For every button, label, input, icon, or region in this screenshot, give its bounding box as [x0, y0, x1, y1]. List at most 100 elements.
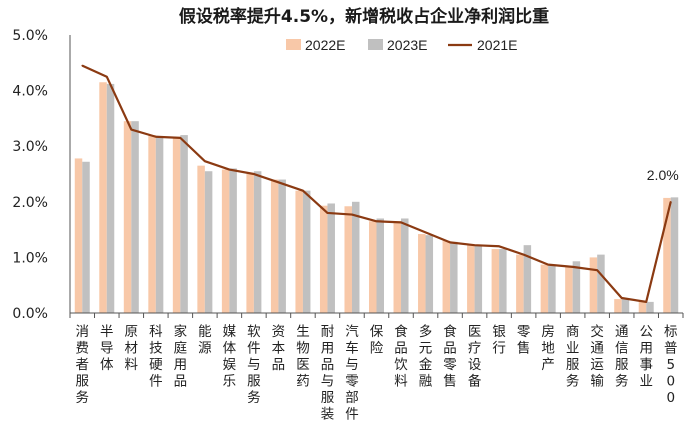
x-tick-label: 零售 [517, 324, 531, 357]
point-2021E [498, 245, 500, 248]
x-tick-char: 售 [443, 374, 457, 390]
bar-2022E [172, 136, 181, 313]
x-tick-char: 银 [492, 324, 506, 340]
point-2021E [522, 253, 525, 256]
x-tick-char: 服 [76, 374, 90, 390]
line-series [81, 64, 672, 303]
x-tick-char: 装 [321, 407, 335, 423]
x-tick-label: 生物医药 [296, 324, 310, 390]
y-tick-label: 3.0% [12, 139, 48, 155]
bar-2023E [646, 301, 654, 313]
x-tick-char: 件 [345, 407, 359, 423]
x-tick-char: 物 [296, 341, 310, 357]
legend-item-2023E: 2023E [368, 37, 427, 53]
x-tick-label: 标普 5 0 0 [664, 324, 678, 406]
bar-2023E [302, 190, 311, 313]
bar-2022E [197, 165, 205, 313]
x-tick-char: 输 [590, 374, 604, 390]
x-tick-char: 务 [76, 390, 90, 406]
x-tick-char: 务 [566, 374, 580, 390]
x-tick-char: 乐 [223, 374, 237, 390]
legend-item-2021E: 2021E [448, 37, 517, 53]
bar-2023E [548, 265, 556, 313]
x-tick-char: 售 [517, 341, 531, 357]
x-tick-label: 多元金融 [419, 323, 433, 390]
x-tick-char: 料 [394, 374, 408, 390]
point-2021E [302, 189, 304, 192]
bar-2023E [670, 197, 679, 313]
x-tick-label: 资本品 [272, 324, 286, 373]
x-tick-char: 产 [541, 357, 555, 373]
x-tick-char: 与 [345, 357, 359, 373]
y-tick-label: 1.0% [12, 250, 48, 266]
x-tick-label: 食品零售 [443, 323, 457, 390]
bar-2023E [253, 171, 262, 313]
x-tick-char: 业 [566, 341, 580, 357]
x-tick-char: 费 [76, 341, 90, 357]
bar-2022E [123, 121, 132, 314]
bar-2022E [148, 135, 156, 313]
point-2021E [645, 301, 648, 303]
x-tick-char: 运 [590, 357, 604, 373]
bar-2023E [106, 83, 115, 314]
bars [74, 82, 679, 314]
x-tick-char: 导 [100, 341, 114, 357]
bar-2023E [155, 136, 164, 313]
x-tick-label: 食品饮料 [394, 323, 408, 390]
x-tick-char: 险 [370, 341, 384, 357]
point-2021E [351, 213, 353, 216]
x-tick-label: 半导体 [100, 324, 114, 373]
bar-2023E [499, 249, 507, 313]
x-tick-char: 零 [443, 357, 457, 373]
x-tick-char: 体 [100, 357, 114, 373]
bar-2023E [425, 235, 434, 313]
x-tick-char: 耐 [321, 324, 335, 340]
x-tick-char: 元 [419, 341, 433, 357]
x-tick-char: 零 [517, 324, 531, 340]
x-tick-char: 者 [76, 357, 90, 373]
x-tick-char: 件 [247, 341, 261, 357]
legend-label: 2022E [305, 37, 345, 53]
x-tick-char: 娱 [223, 357, 237, 373]
bar-2022E [540, 264, 549, 313]
legend-swatch [286, 39, 301, 50]
x-tick-label: 汽车与零部件 [345, 324, 359, 423]
x-tick-char: 媒 [223, 324, 237, 340]
point-2021E [204, 160, 206, 163]
x-tick-char: 能 [198, 324, 212, 340]
bar-2022E [74, 158, 83, 313]
x-tick-char: 原 [125, 324, 139, 340]
point-2021E [571, 266, 574, 268]
x-tick-char: 食 [394, 323, 408, 340]
x-tick-label: 家庭用品 [174, 323, 188, 390]
bar-2023E [572, 261, 581, 313]
x-tick-char: 公 [639, 324, 653, 340]
x-tick-char: 半 [100, 324, 114, 340]
point-2021E [547, 263, 549, 266]
x-tick-char: 普 [664, 341, 678, 357]
bar-2023E [401, 218, 409, 313]
x-tick-char: 生 [296, 324, 310, 340]
point-2021E [105, 75, 108, 78]
x-tick-char: 事 [639, 357, 653, 373]
x-tick-char: 务 [247, 390, 261, 406]
x-tick-char: 服 [566, 357, 580, 373]
x-tick-char: 0 [666, 374, 675, 390]
x-tick-char: 本 [272, 341, 286, 357]
bar-2022E [589, 257, 598, 313]
x-tick-char: 医 [296, 357, 310, 373]
x-tick-char: 业 [639, 374, 653, 390]
bar-2022E [565, 265, 573, 313]
x-tick-label: 耐用品与服装 [321, 324, 335, 423]
x-tick-label: 公用事业 [639, 324, 653, 390]
x-tick-char: 硬 [149, 357, 163, 373]
bar-2023E [204, 171, 213, 313]
x-tick-char: 科 [149, 324, 163, 340]
x-tick-char: 资 [272, 324, 286, 340]
x-tick-char: 品 [321, 357, 335, 373]
legend-swatch [368, 39, 383, 50]
bar-2022E [393, 221, 402, 313]
bar-2022E [369, 221, 377, 313]
bar-2023E [523, 245, 532, 313]
point-2021E [424, 231, 427, 234]
